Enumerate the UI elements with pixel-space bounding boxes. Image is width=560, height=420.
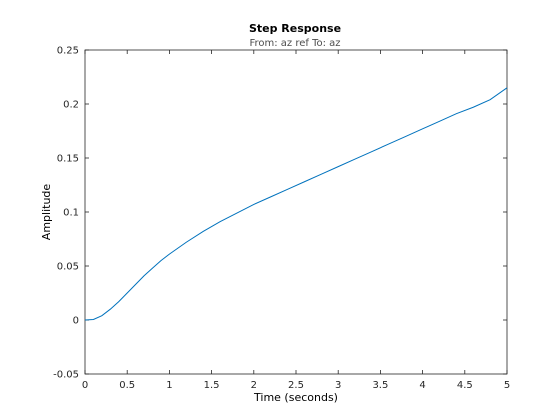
y-tick-label: 0.25	[57, 46, 79, 57]
x-tick-label: 1	[166, 380, 172, 391]
x-tick-label: 3	[335, 380, 341, 391]
step-response-line	[84, 87, 508, 321]
x-tick-label: 0.5	[119, 380, 135, 391]
y-axis-label: Amplitude	[40, 184, 53, 241]
axis-ticks	[84, 49, 508, 375]
y-tick-label: -0.05	[53, 370, 79, 381]
y-tick-label: 0.2	[63, 100, 79, 111]
plot-area	[84, 49, 508, 375]
y-tick-label: 0.15	[57, 154, 79, 165]
y-tick-label: 0.1	[63, 208, 79, 219]
x-tick-label: 4.5	[457, 380, 473, 391]
x-tick-labels: 0 0.5 1 1.5 2 2.5 3 3.5 4 4.5 5	[82, 380, 510, 391]
x-tick-label: 0	[82, 380, 88, 391]
x-axis-label: Time (seconds)	[253, 391, 338, 404]
x-tick-label: 2	[251, 380, 257, 391]
y-tick-label: 0	[73, 316, 79, 327]
x-tick-label: 3.5	[372, 380, 388, 391]
chart-subtitle: From: az ref To: az	[249, 38, 340, 49]
x-tick-label: 1.5	[204, 380, 220, 391]
x-tick-label: 2.5	[288, 380, 304, 391]
chart-title: Step Response	[249, 22, 341, 35]
y-tick-labels: -0.05 0 0.05 0.1 0.15 0.2 0.25	[53, 46, 79, 381]
x-tick-label: 4	[419, 380, 425, 391]
x-tick-label: 5	[504, 380, 510, 391]
y-tick-label: 0.05	[57, 262, 79, 273]
